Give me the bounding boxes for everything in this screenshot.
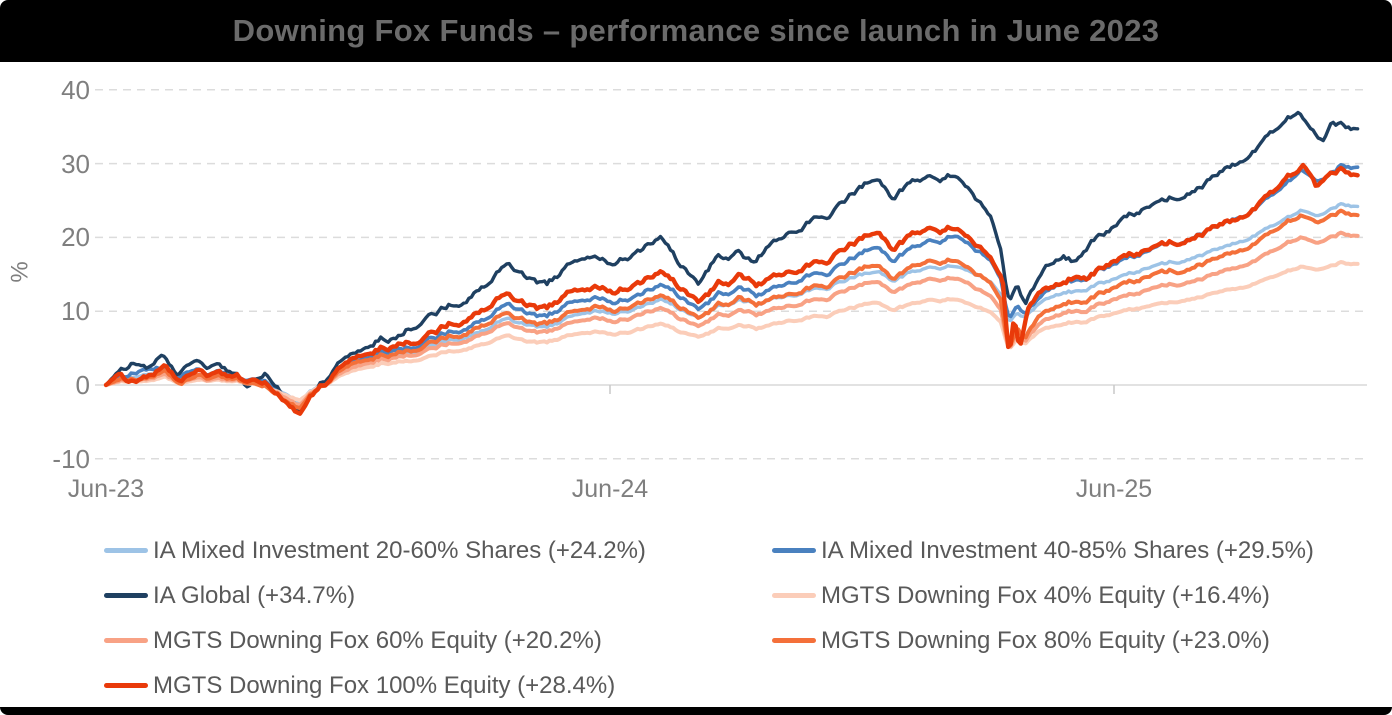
y-tick-label: 20 <box>61 222 90 253</box>
y-axis-title: % <box>6 261 34 283</box>
legend-label: IA Mixed Investment 40-85% Shares (+29.5… <box>821 536 1314 564</box>
y-tick-label: -10 <box>52 443 90 474</box>
legend-swatch <box>104 593 148 598</box>
legend-label: IA Mixed Investment 20-60% Shares (+24.2… <box>153 536 646 564</box>
legend-label: MGTS Downing Fox 40% Equity (+16.4%) <box>821 581 1270 609</box>
legend: IA Mixed Investment 20-60% Shares (+24.2… <box>104 528 1314 708</box>
legend-label: IA Global (+34.7%) <box>153 581 356 609</box>
legend-item-ia-global: IA Global (+34.7%) <box>104 573 772 618</box>
chart-title: Downing Fox Funds – performance since la… <box>232 13 1160 48</box>
x-tick-label: Jun-25 <box>1075 475 1153 503</box>
series-line-fox-100 <box>103 162 1360 416</box>
footer-bar <box>0 707 1392 715</box>
legend-item-fox-60: MGTS Downing Fox 60% Equity (+20.2%) <box>104 618 772 663</box>
legend-item-ia-mixed-40-85: IA Mixed Investment 40-85% Shares (+29.5… <box>772 528 1314 573</box>
y-tick-label: 40 <box>61 74 90 105</box>
performance-chart <box>95 89 1367 460</box>
legend-label: MGTS Downing Fox 100% Equity (+28.4%) <box>153 671 616 699</box>
title-bar: Downing Fox Funds – performance since la… <box>0 0 1392 62</box>
y-tick-label: 10 <box>61 296 90 327</box>
x-tick-label: Jun-24 <box>571 475 649 503</box>
y-tick-label: 0 <box>75 370 90 400</box>
legend-label: MGTS Downing Fox 80% Equity (+23.0%) <box>821 626 1270 654</box>
legend-item-fox-100: MGTS Downing Fox 100% Equity (+28.4%) <box>104 663 772 708</box>
legend-label: MGTS Downing Fox 60% Equity (+20.2%) <box>153 626 602 654</box>
legend-swatch <box>772 638 816 643</box>
series-line-fox-60 <box>104 230 1360 407</box>
y-tick-label: 30 <box>61 148 90 179</box>
legend-swatch <box>104 683 148 688</box>
legend-swatch <box>772 548 816 553</box>
legend-swatch <box>104 548 148 553</box>
legend-item-ia-mixed-20-60: IA Mixed Investment 20-60% Shares (+24.2… <box>104 528 772 573</box>
legend-item-fox-80: MGTS Downing Fox 80% Equity (+23.0%) <box>772 618 1314 663</box>
legend-item-fox-40: MGTS Downing Fox 40% Equity (+16.4%) <box>772 573 1314 618</box>
legend-swatch <box>772 593 816 598</box>
x-tick-label: Jun-23 <box>67 475 145 503</box>
legend-swatch <box>104 638 148 643</box>
